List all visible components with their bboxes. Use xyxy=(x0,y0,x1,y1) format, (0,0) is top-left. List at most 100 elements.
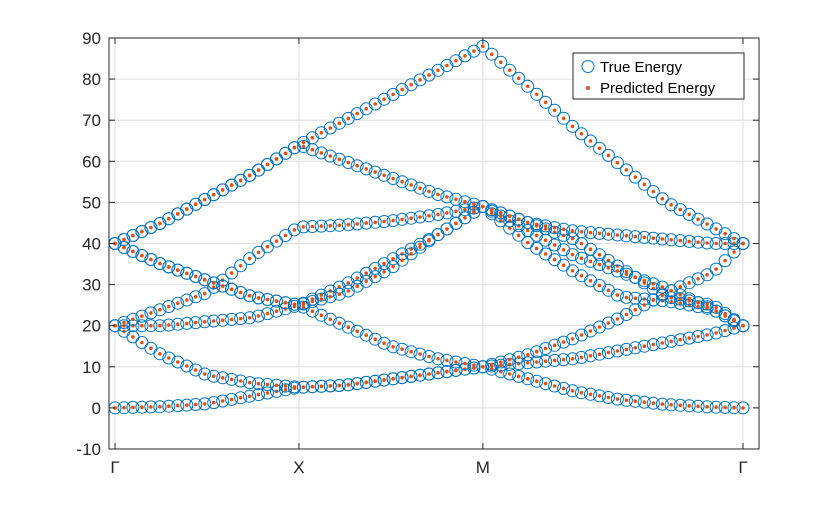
true-energy-point xyxy=(449,192,463,206)
true-energy-point xyxy=(144,253,158,266)
true-energy-point xyxy=(171,399,185,413)
predicted-energy-point xyxy=(696,240,700,244)
true-energy-point xyxy=(593,389,606,403)
predicted-energy-point xyxy=(382,378,386,382)
predicted-energy-point xyxy=(247,173,252,178)
true-energy-point xyxy=(727,401,741,415)
true-energy-point xyxy=(252,309,265,323)
true-energy-point xyxy=(270,304,283,318)
true-energy-point xyxy=(449,355,463,369)
true-energy-point xyxy=(395,175,409,189)
true-energy-point xyxy=(440,190,454,204)
predicted-energy-point xyxy=(669,288,673,293)
true-energy-point xyxy=(413,347,427,361)
true-energy-point xyxy=(494,55,508,69)
true-energy-point xyxy=(682,331,696,345)
true-energy-point xyxy=(530,355,544,369)
x-tick-label: M xyxy=(476,458,490,477)
predicted-energy-point xyxy=(364,271,369,276)
predicted-energy-point xyxy=(247,394,252,399)
predicted-energy-point xyxy=(525,353,530,357)
predicted-energy-point xyxy=(543,224,548,228)
predicted-energy-point xyxy=(499,60,503,64)
true-energy-point xyxy=(359,375,373,389)
predicted-energy-point xyxy=(355,111,360,116)
true-energy-point xyxy=(530,217,544,231)
true-energy-point xyxy=(377,168,391,182)
predicted-energy-point xyxy=(247,293,252,298)
predicted-energy-point xyxy=(543,100,548,105)
true-energy-point xyxy=(664,334,678,348)
true-energy-point xyxy=(610,228,624,242)
true-energy-point xyxy=(646,338,660,352)
predicted-energy-point xyxy=(472,49,476,53)
predicted-energy-point xyxy=(454,197,458,202)
predicted-energy-point xyxy=(238,264,243,268)
predicted-energy-point xyxy=(346,281,351,285)
predicted-energy-point xyxy=(543,381,548,386)
true-energy-point xyxy=(655,192,669,206)
true-energy-point xyxy=(548,353,562,367)
true-energy-point xyxy=(386,372,400,386)
predicted-energy-point xyxy=(678,292,682,297)
predicted-energy-point xyxy=(193,274,198,279)
true-energy-point xyxy=(341,156,355,169)
predicted-energy-point xyxy=(319,384,324,389)
predicted-energy-point xyxy=(561,248,566,252)
predicted-energy-point xyxy=(678,337,682,342)
true-energy-point xyxy=(270,294,283,308)
predicted-energy-point xyxy=(229,377,234,382)
true-energy-point xyxy=(736,237,750,250)
predicted-energy-point xyxy=(678,207,682,212)
predicted-energy-point xyxy=(687,239,691,244)
predicted-energy-point xyxy=(202,372,207,376)
true-energy-point xyxy=(234,286,248,299)
true-energy-point xyxy=(619,290,633,304)
true-energy-point xyxy=(575,386,588,400)
predicted-energy-point xyxy=(678,285,682,289)
true-energy-point xyxy=(287,380,301,394)
predicted-energy-point xyxy=(193,368,198,372)
true-energy-point xyxy=(162,318,176,332)
true-energy-point xyxy=(332,287,346,301)
true-energy-point xyxy=(566,384,579,398)
predicted-energy-point xyxy=(167,216,171,221)
true-energy-point xyxy=(512,350,526,364)
true-energy-point xyxy=(413,181,427,195)
predicted-energy-point xyxy=(454,360,458,364)
predicted-energy-point xyxy=(552,384,557,388)
predicted-energy-point xyxy=(158,261,162,266)
true-energy-point xyxy=(521,79,535,93)
predicted-energy-point xyxy=(624,312,629,317)
true-energy-point xyxy=(162,399,176,413)
true-energy-point xyxy=(539,95,553,109)
predicted-energy-point xyxy=(606,395,611,400)
true-energy-point xyxy=(225,312,239,326)
predicted-energy-point xyxy=(570,236,575,241)
predicted-energy-point xyxy=(346,383,351,387)
true-energy-point xyxy=(305,380,319,394)
true-energy-point xyxy=(431,366,445,380)
predicted-energy-point xyxy=(507,357,512,362)
true-energy-point xyxy=(189,363,203,377)
true-energy-point xyxy=(521,372,535,386)
true-energy-point xyxy=(368,332,382,346)
predicted-energy-point xyxy=(122,237,126,242)
y-tick-label: 0 xyxy=(92,399,101,418)
true-energy-point xyxy=(261,307,274,321)
predicted-energy-point xyxy=(633,275,638,280)
predicted-energy-point xyxy=(328,126,333,130)
y-tick-label: 40 xyxy=(82,235,101,254)
true-energy-point xyxy=(584,226,597,240)
predicted-energy-point xyxy=(328,294,333,299)
true-energy-point xyxy=(673,288,687,302)
true-energy-point xyxy=(673,398,687,412)
true-energy-point xyxy=(404,369,418,383)
true-energy-point xyxy=(431,352,445,366)
true-energy-point xyxy=(673,280,687,294)
true-energy-point xyxy=(503,367,517,381)
true-energy-point xyxy=(171,317,185,331)
predicted-energy-point xyxy=(211,281,216,285)
true-energy-point xyxy=(637,339,651,353)
predicted-energy-point xyxy=(158,307,162,312)
